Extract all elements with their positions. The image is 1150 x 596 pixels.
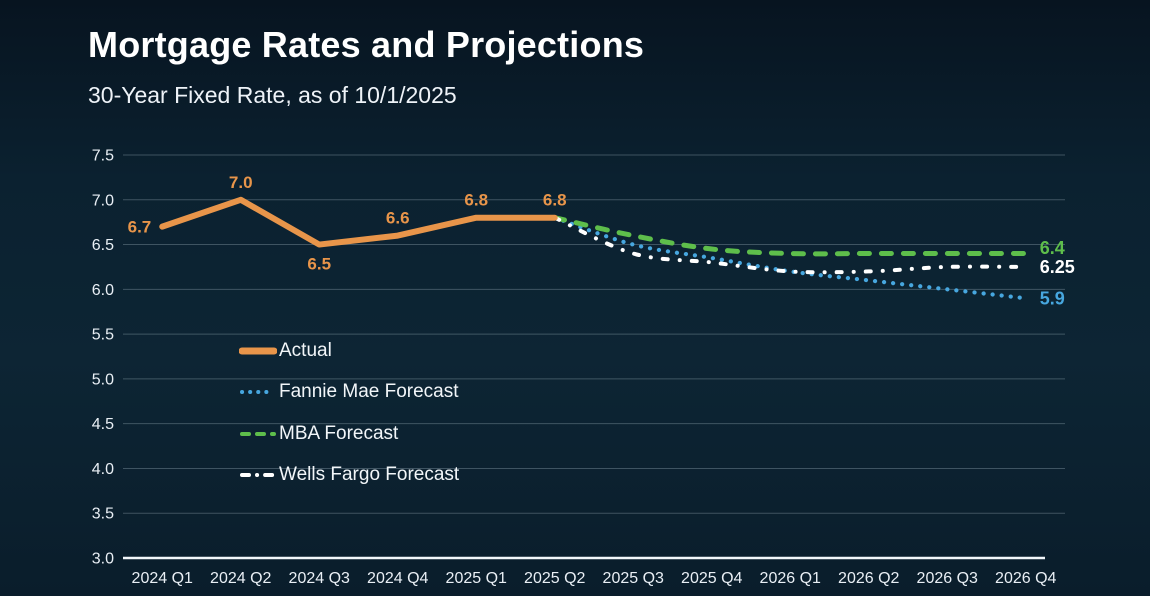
y-tick-label: 3.0 [92,551,114,568]
y-tick-label: 5.0 [92,371,114,388]
series-line-mba-forecast [552,215,1029,257]
point-label: 6.8 [464,191,488,210]
x-tick-label: 2024 Q4 [367,570,428,587]
y-tick-label: 6.0 [92,282,114,299]
legend-item-actual: Actual [239,330,459,372]
x-tick-label: 2025 Q4 [681,570,742,587]
y-tick-label: 5.5 [92,327,114,344]
legend-label: Actual [279,339,332,361]
y-tick-label: 4.0 [92,461,114,478]
y-tick-label: 3.5 [92,506,114,523]
y-tick-label: 4.5 [92,416,114,433]
series-line-wells-fargo-forecast [552,215,1028,275]
point-label: 6.7 [128,218,152,237]
grid [123,154,1065,514]
y-tick-label: 7.0 [92,192,114,209]
chart-legend: Actual Fannie Mae Forecast MBA Forecast Wel… [239,330,459,496]
legend-swatch-icon [240,390,276,395]
legend-swatch-icon [240,431,276,436]
series-end-label: 6.25 [1040,257,1075,277]
x-tick-label: 2026 Q4 [995,570,1056,587]
series-line-actual [159,196,558,248]
page-subtitle: 30-Year Fixed Rate, as of 10/1/2025 [88,82,457,108]
legend-item-mba-forecast: MBA Forecast [239,413,459,455]
x-tick-label: 2024 Q2 [210,570,271,587]
x-tick-label: 2024 Q1 [132,570,193,587]
series-end-label: 6.4 [1040,238,1065,258]
legend-swatch-icon [240,473,276,478]
x-tick-label: 2025 Q3 [603,570,664,587]
legend-label: Fannie Mae Forecast [279,381,459,403]
legend-swatch-icon [239,347,277,355]
legend-label: MBA Forecast [279,422,399,444]
x-tick-label: 2026 Q2 [838,570,899,587]
series-end-label: 5.9 [1040,288,1065,308]
x-tick-label: 2024 Q3 [289,570,350,587]
legend-label: Wells Fargo Forecast [279,464,460,486]
series-line-fannie-mae-forecast [552,215,1028,301]
y-tick-label: 6.5 [92,237,114,254]
point-label: 6.8 [543,191,567,210]
legend-item-fannie-mae-forecast: Fannie Mae Forecast [239,372,459,414]
x-tick-label: 2025 Q1 [446,570,507,587]
point-label: 6.6 [386,209,410,228]
legend-item-wells-fargo-forecast: Wells Fargo Forecast [239,455,459,497]
page-title: Mortgage Rates and Projections [88,24,645,65]
x-tick-label: 2026 Q1 [760,570,821,587]
point-label: 6.5 [307,255,331,274]
x-tick-label: 2026 Q3 [917,570,978,587]
point-label: 7.0 [229,173,253,192]
x-tick-label: 2025 Q2 [524,570,585,587]
y-tick-label: 7.5 [92,148,114,165]
